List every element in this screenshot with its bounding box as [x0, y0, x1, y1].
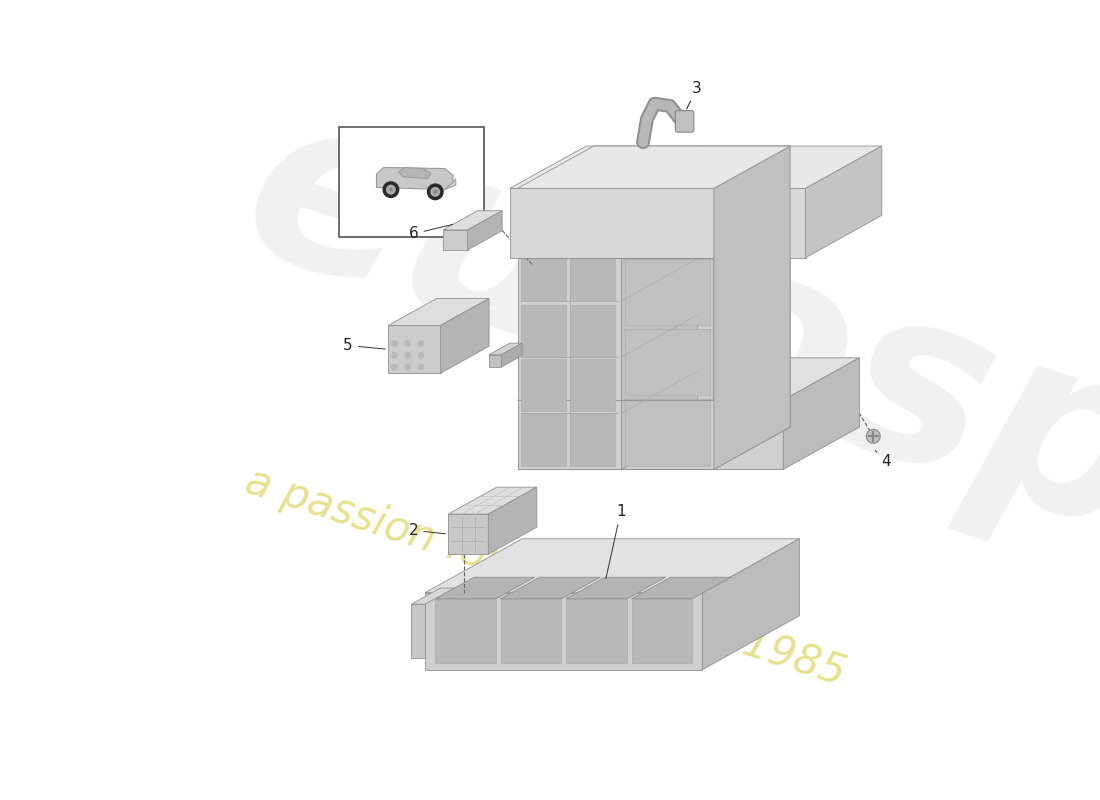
- Circle shape: [392, 364, 397, 370]
- Bar: [625, 258, 711, 325]
- Polygon shape: [714, 146, 790, 470]
- Polygon shape: [468, 210, 502, 250]
- Circle shape: [428, 184, 443, 200]
- Circle shape: [383, 182, 398, 198]
- Polygon shape: [440, 298, 490, 373]
- Bar: [566, 599, 627, 663]
- Text: 4: 4: [876, 450, 891, 470]
- Bar: [625, 329, 711, 395]
- Bar: [520, 250, 566, 302]
- Circle shape: [405, 341, 410, 346]
- Polygon shape: [783, 358, 859, 470]
- Polygon shape: [517, 400, 783, 470]
- Polygon shape: [500, 578, 601, 599]
- Circle shape: [392, 341, 397, 346]
- Polygon shape: [449, 487, 537, 514]
- Polygon shape: [388, 326, 440, 373]
- Polygon shape: [517, 146, 697, 188]
- Text: 5: 5: [343, 338, 385, 353]
- Text: 3: 3: [686, 81, 702, 109]
- Circle shape: [431, 187, 440, 196]
- Circle shape: [389, 189, 392, 190]
- Text: eurospares: eurospares: [218, 70, 1100, 769]
- Polygon shape: [517, 188, 622, 470]
- Polygon shape: [566, 578, 666, 599]
- Polygon shape: [502, 343, 522, 367]
- Polygon shape: [517, 146, 790, 188]
- Bar: [520, 305, 566, 357]
- Polygon shape: [443, 230, 468, 250]
- Polygon shape: [411, 604, 425, 658]
- Circle shape: [405, 353, 410, 358]
- Bar: [570, 414, 615, 466]
- Polygon shape: [714, 146, 790, 470]
- Polygon shape: [411, 588, 454, 604]
- Bar: [436, 599, 496, 663]
- Bar: [339, 126, 484, 237]
- Bar: [631, 599, 692, 663]
- Polygon shape: [510, 146, 882, 188]
- Polygon shape: [398, 167, 431, 178]
- Text: 6: 6: [409, 225, 452, 242]
- Polygon shape: [805, 146, 882, 258]
- Polygon shape: [490, 354, 502, 367]
- Polygon shape: [488, 487, 537, 554]
- Text: a passion for parts since 1985: a passion for parts since 1985: [241, 460, 851, 694]
- Polygon shape: [444, 178, 455, 190]
- Polygon shape: [621, 146, 790, 188]
- Bar: [570, 250, 615, 302]
- Polygon shape: [703, 538, 800, 670]
- Text: 2: 2: [409, 522, 446, 538]
- Polygon shape: [621, 146, 697, 470]
- Polygon shape: [425, 593, 703, 670]
- Bar: [520, 359, 566, 411]
- Bar: [517, 189, 714, 258]
- FancyBboxPatch shape: [675, 110, 694, 132]
- Bar: [570, 359, 615, 411]
- Circle shape: [434, 190, 437, 193]
- Polygon shape: [443, 210, 502, 230]
- Circle shape: [867, 430, 880, 443]
- Bar: [520, 414, 566, 466]
- Bar: [520, 194, 566, 246]
- Bar: [625, 399, 711, 466]
- Bar: [570, 194, 615, 246]
- Polygon shape: [510, 188, 805, 258]
- Text: 1: 1: [606, 504, 626, 578]
- Polygon shape: [517, 358, 859, 400]
- Bar: [570, 305, 615, 357]
- Circle shape: [386, 186, 395, 194]
- Circle shape: [418, 353, 424, 358]
- Polygon shape: [425, 538, 800, 593]
- Circle shape: [405, 364, 410, 370]
- Circle shape: [418, 341, 424, 346]
- Polygon shape: [490, 343, 522, 354]
- Polygon shape: [388, 298, 490, 326]
- Polygon shape: [436, 578, 535, 599]
- Bar: [500, 599, 561, 663]
- Circle shape: [418, 364, 424, 370]
- Polygon shape: [621, 188, 714, 470]
- Polygon shape: [376, 167, 453, 190]
- Circle shape: [392, 353, 397, 358]
- Bar: [517, 400, 714, 470]
- Polygon shape: [631, 578, 732, 599]
- Polygon shape: [449, 514, 488, 554]
